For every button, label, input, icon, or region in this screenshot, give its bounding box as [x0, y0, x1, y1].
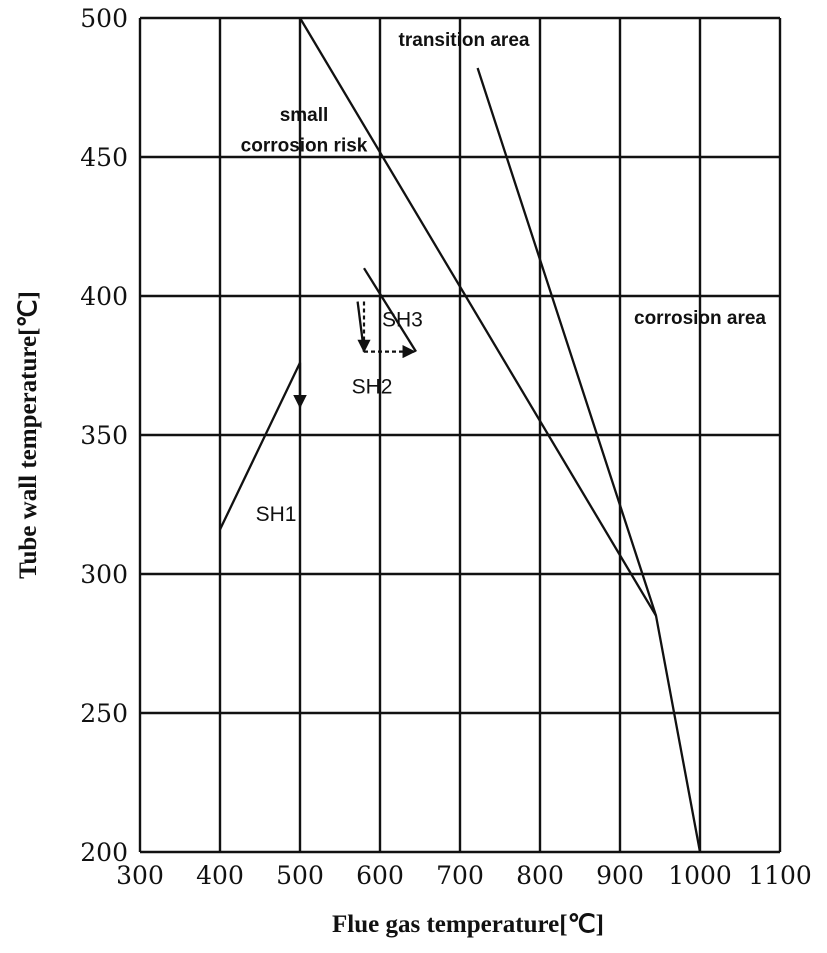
series-line-sh3 — [363, 267, 417, 353]
annotation: corrosion risk — [241, 135, 368, 156]
annotation: transition area — [399, 30, 530, 51]
series-label: SH1 — [256, 503, 297, 526]
series-line-sh1 — [218, 362, 302, 531]
y-tick-label: 350 — [80, 421, 128, 450]
x-axis-title: Flue gas temperature[℃] — [332, 911, 604, 938]
annotations: transition area small corrosion risk corros… — [241, 30, 767, 526]
annotation: small — [280, 105, 329, 126]
y-tick-label: 200 — [80, 838, 128, 867]
x-tick-label: 900 — [596, 861, 644, 890]
series-label: SH3 — [382, 309, 423, 332]
x-tick-label: 500 — [276, 861, 324, 890]
boundary-curve-2 — [476, 67, 702, 853]
y-tick-label: 250 — [80, 699, 128, 728]
x-tick-label: 1100 — [748, 861, 812, 890]
annotation: corrosion area — [634, 308, 766, 329]
x-tick-label: 400 — [196, 861, 244, 890]
x-tick-label: 600 — [356, 861, 404, 890]
x-tick-label: 700 — [436, 861, 484, 890]
series-label: SH2 — [352, 375, 393, 398]
y-tick-label: 400 — [80, 282, 128, 311]
x-tick-label: 300 — [116, 861, 164, 890]
tick-labels: 300 400 500 600 700 800 900 1000 1100 200 250 300 35… — [80, 4, 812, 890]
series-lines — [218, 267, 417, 531]
y-tick-label: 300 — [80, 560, 128, 589]
y-tick-label: 450 — [80, 143, 128, 172]
y-axis-title: Tube wall temperature[℃] — [15, 291, 42, 579]
y-tick-label: 500 — [80, 4, 128, 33]
x-tick-label: 1000 — [668, 861, 732, 890]
boundary-curve-1 — [299, 17, 657, 617]
boundary-curves — [299, 17, 702, 853]
grid — [138, 16, 782, 854]
x-tick-label: 800 — [516, 861, 564, 890]
